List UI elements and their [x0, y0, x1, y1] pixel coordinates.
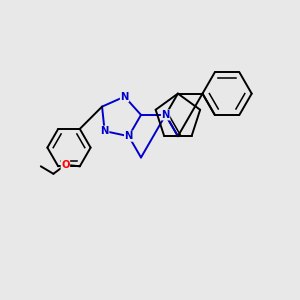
Text: N: N — [100, 126, 109, 136]
Text: O: O — [61, 160, 70, 170]
Text: N: N — [161, 110, 170, 120]
Text: N: N — [120, 92, 129, 102]
Text: N: N — [124, 131, 133, 141]
